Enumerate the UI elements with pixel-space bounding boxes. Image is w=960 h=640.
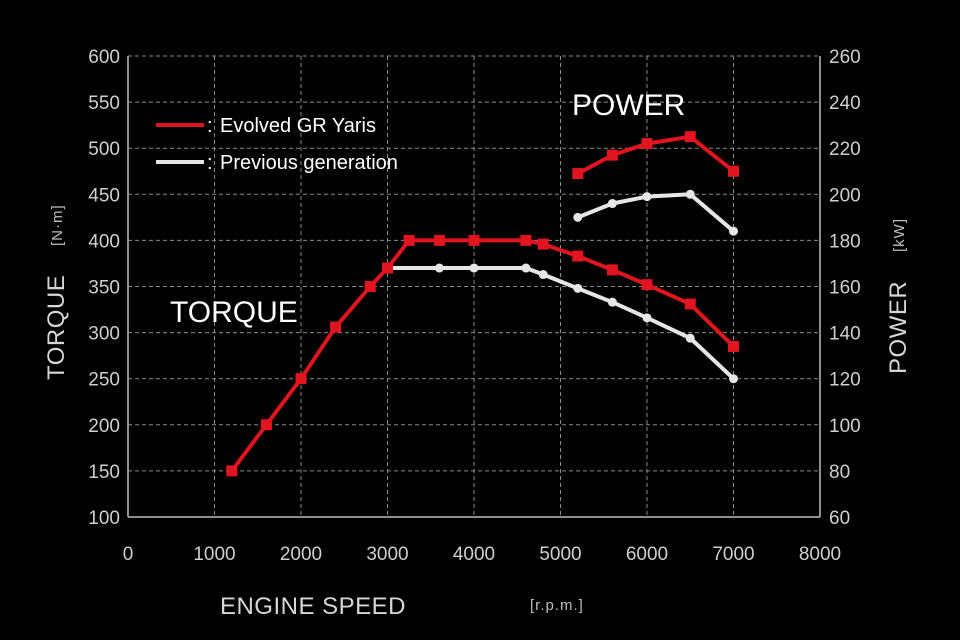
previous-power-point [729,226,738,236]
evolved-torque-point [382,262,393,274]
left-tick-label: 150 [88,462,120,483]
x-tick-label: 8000 [799,544,841,565]
previous-torque-line [387,266,735,381]
right-tick-label: 60 [829,508,850,529]
evolved-torque-point [537,238,549,250]
left-tick-label: 450 [88,185,120,206]
previous-torque-point [607,297,617,307]
left-tick-label: 350 [88,278,120,299]
right-tick-label: 160 [829,278,861,299]
right-tick-label: 120 [829,370,861,391]
evolved-torque-point [572,250,584,262]
right-tick-label: 260 [829,47,861,68]
legend-colon: : [207,115,213,137]
right-axis-ticks: 60 80 100 120 140 160 180 200 220 240 260 [829,47,861,529]
evolved-torque-point [684,298,696,310]
x-tick-label: 0 [123,544,134,565]
legend: : Evolved GR Yaris : Previous generation [156,115,398,174]
series-layer [226,131,739,477]
left-axis-ticks: 100 150 200 250 300 350 400 450 500 550 600 [88,47,120,529]
legend-item-evolved: : Evolved GR Yaris [156,115,376,137]
legend-item-previous: : Previous generation [156,152,398,174]
previous-torque-point [642,313,652,323]
evolved-torque-point [468,234,480,246]
legend-label-previous: Previous generation [220,152,398,174]
x-tick-label: 3000 [366,544,408,565]
left-tick-label: 600 [88,47,120,68]
x-axis-ticks: 0 1000 2000 3000 4000 5000 6000 7000 8000 [123,544,841,565]
legend-colon: : [207,152,213,174]
x-tick-label: 1000 [193,544,235,565]
evolved-torque-point [520,234,532,246]
power-annotation: POWER [572,89,685,122]
evolved-power-line [576,134,735,176]
evolved-power-point [572,168,584,180]
x-tick-label: 7000 [712,544,754,565]
evolved-torque-point [728,340,739,352]
x-tick-label: 5000 [539,544,581,565]
evolved-torque-point [606,264,618,276]
left-tick-label: 550 [88,93,120,114]
x-tick-label: 4000 [453,544,495,565]
right-tick-label: 240 [829,93,861,114]
torque-annotation: TORQUE [170,296,298,329]
evolved-torque-point [226,465,238,477]
right-tick-label: 180 [829,231,861,252]
previous-torque-point [729,374,738,384]
previous-power-point [573,212,583,222]
left-tick-label: 500 [88,139,120,160]
evolved-torque-point [641,279,653,291]
right-tick-label: 220 [829,139,861,160]
evolved-torque-point [364,281,376,292]
previous-torque-point [434,263,444,273]
evolved-power-point [684,131,696,143]
evolved-torque-point [330,321,342,333]
plot-frame [127,56,821,518]
left-tick-label: 400 [88,231,120,252]
x-tick-label: 6000 [626,544,668,565]
previous-torque-point [685,333,695,343]
right-axis-unit: [kW] [891,218,908,252]
left-tick-label: 100 [88,508,120,529]
right-tick-label: 200 [829,185,861,206]
left-axis-title: TORQUE [43,275,70,380]
evolved-torque-point [433,234,445,246]
evolved-torque-point [403,234,415,246]
evolved-power-point [641,138,653,150]
evolved-torque-line [230,238,735,473]
previous-torque-point [469,263,479,273]
legend-label-evolved: Evolved GR Yaris [220,115,376,137]
evolved-torque-point [295,373,307,385]
right-tick-label: 140 [829,324,861,345]
previous-torque-point [521,263,531,273]
left-axis-unit: [N·m] [49,204,66,246]
previous-power-point [642,192,652,202]
left-tick-label: 200 [88,416,120,437]
evolved-power-point [606,149,618,161]
previous-power-point [607,199,617,209]
left-tick-label: 250 [88,370,120,391]
right-tick-label: 80 [829,462,850,483]
x-tick-label: 2000 [280,544,322,565]
previous-torque-point [573,283,583,293]
x-axis-title: ENGINE SPEED [220,593,406,620]
previous-power-line [577,192,735,233]
evolved-torque-point [260,419,272,431]
x-axis-unit: [r.p.m.] [530,597,584,614]
previous-torque-point [538,270,548,280]
previous-power-point [685,189,695,199]
right-axis-title: POWER [885,281,912,374]
left-tick-label: 300 [88,324,120,345]
right-tick-label: 100 [829,416,861,437]
evolved-power-point [728,165,739,177]
